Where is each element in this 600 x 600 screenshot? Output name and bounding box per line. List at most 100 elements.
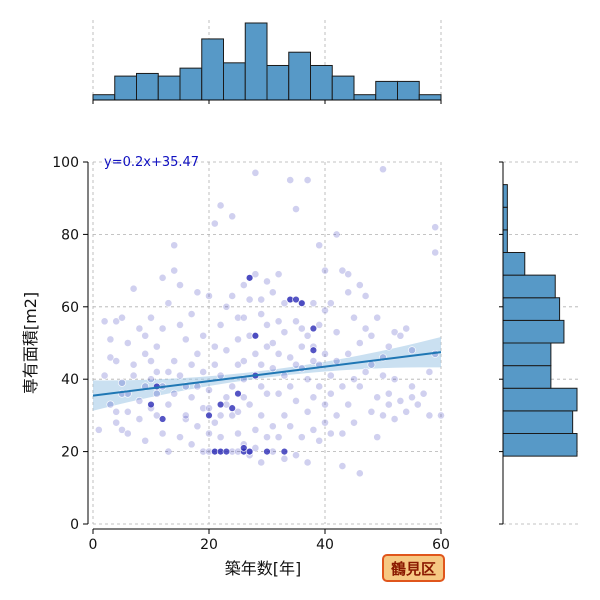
- scatter-point: [419, 389, 428, 398]
- scatter-point: [257, 382, 266, 391]
- scatter-point: [274, 389, 283, 398]
- scatter-point: [425, 368, 434, 376]
- scatter-point: [193, 349, 202, 358]
- top-hist-bar: [397, 80, 420, 101]
- scatter-point: [384, 342, 393, 351]
- scatter-point-dense: [263, 447, 271, 456]
- scatter-point: [280, 371, 289, 380]
- scatter-point: [106, 353, 115, 362]
- top-hist-bar: [223, 62, 246, 101]
- right-hist-bar: [502, 252, 526, 276]
- scatter-point: [199, 447, 208, 456]
- x-tick-label: 40: [316, 537, 334, 553]
- scatter-point: [106, 400, 115, 409]
- right-hist-bar: [502, 387, 578, 412]
- scatter-point: [321, 400, 329, 409]
- district-badge-label: 鶴見区: [391, 560, 436, 578]
- scatter-point: [216, 320, 225, 329]
- scatter-point: [222, 393, 231, 402]
- top-hist-bar: [418, 94, 442, 101]
- scatter-point: [408, 382, 416, 391]
- scatter-point: [286, 353, 295, 362]
- scatter-point: [344, 400, 353, 409]
- scatter-point: [164, 368, 173, 376]
- scatter-point: [332, 230, 341, 239]
- x-tick-label: 20: [200, 537, 218, 553]
- scatter-point: [326, 429, 335, 438]
- scatter-point: [118, 313, 126, 322]
- scatter-point: [402, 324, 411, 333]
- regression-annotation: y=0.2x+35.47: [104, 155, 199, 170]
- scatter-point-dense: [158, 415, 167, 423]
- scatter-point: [112, 418, 121, 427]
- scatter-point: [239, 313, 248, 322]
- top-hist-bar: [114, 75, 137, 101]
- scatter-point: [135, 324, 144, 333]
- scatter-point: [152, 389, 161, 398]
- scatter-point: [303, 331, 312, 340]
- scatter-point: [373, 433, 382, 442]
- top-hist-bar: [244, 22, 268, 101]
- scatter-point-dense: [240, 444, 248, 452]
- scatter-point: [396, 397, 405, 405]
- top-hist-bar: [157, 75, 181, 101]
- scatter-point: [303, 176, 312, 184]
- scatter-point: [199, 368, 208, 376]
- scatter-point: [216, 411, 225, 420]
- scatter-point: [384, 400, 393, 409]
- scatter-point: [361, 368, 370, 376]
- top-hist-bar: [331, 75, 355, 101]
- scatter-point: [158, 273, 167, 282]
- scatter-point-dense: [216, 400, 225, 409]
- scatter-point: [402, 407, 411, 416]
- top-hist-bar: [136, 72, 159, 101]
- scatter-point: [292, 451, 300, 460]
- scatter-point: [234, 360, 242, 369]
- scatter-point: [280, 299, 289, 308]
- scatter-point-dense: [245, 447, 254, 456]
- scatter-points: [94, 165, 445, 478]
- scatter-point: [344, 288, 353, 297]
- top-hist-bar: [375, 80, 398, 101]
- right-hist-bar: [502, 274, 556, 299]
- scatter-point: [193, 382, 202, 391]
- scatter-point: [355, 382, 364, 391]
- scatter-point: [292, 317, 300, 326]
- scatter-point: [176, 371, 184, 380]
- right-hist-bar: [502, 410, 574, 434]
- scatter-point: [350, 313, 358, 322]
- scatter-point: [205, 404, 213, 413]
- y-axis-label: 専有面積[m2]: [21, 292, 40, 394]
- scatter-point: [268, 288, 277, 297]
- right-hist-bar: [502, 433, 578, 457]
- scatter-point-dense: [309, 324, 318, 333]
- scatter-point: [129, 284, 138, 293]
- scatter-point-dense: [205, 411, 213, 420]
- scatter-point: [129, 371, 138, 380]
- scatter-point-dense: [234, 389, 242, 398]
- scatter-point: [286, 422, 295, 431]
- scatter-point: [245, 400, 254, 409]
- scatter-point: [303, 375, 312, 384]
- scatter-point: [367, 407, 376, 416]
- top-hist-bar: [353, 94, 377, 101]
- scatter-point: [373, 313, 382, 322]
- scatter-point: [205, 429, 213, 438]
- scatter-point-dense: [298, 299, 306, 307]
- right-hist-bar: [502, 297, 561, 321]
- top-hist-bar: [266, 64, 290, 101]
- scatter-point: [228, 212, 237, 221]
- scatter-point: [332, 357, 341, 365]
- scatter-point: [361, 324, 370, 333]
- scatter-point: [135, 397, 144, 405]
- scatter-point: [390, 375, 399, 384]
- scatter-point: [373, 393, 382, 402]
- top-histogram: [92, 20, 442, 104]
- right-hist-bar: [502, 342, 552, 367]
- scatter-point: [135, 415, 144, 423]
- scatter-point: [187, 310, 196, 318]
- right-hist-bar: [502, 229, 508, 253]
- right-hist-bar: [502, 184, 508, 208]
- top-hist-bar: [201, 38, 224, 101]
- top-hist-bar: [179, 67, 203, 101]
